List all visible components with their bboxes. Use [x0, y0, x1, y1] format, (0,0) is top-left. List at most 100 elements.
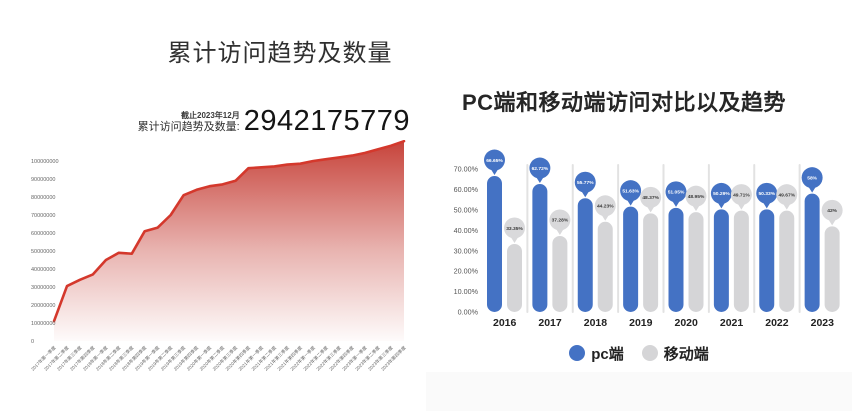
y-axis-tick-label: 50.00%	[454, 206, 479, 215]
year-label: 2019	[629, 317, 653, 329]
pc-mobile-lollipop-chart: 0.00% 10.00% 20.00% 30.00% 40.00% 50.00% 60.00…	[454, 149, 843, 329]
value-label: 44.23%	[597, 204, 614, 210]
mobile-legend-label: 移动端	[663, 345, 709, 363]
y-axis-tick-label: 10.00%	[454, 287, 479, 296]
value-label: 49.71%	[733, 192, 750, 198]
value-balloon	[529, 157, 551, 179]
year-label: 2023	[811, 317, 835, 329]
as-of-date-note: 截止2023年12月	[181, 111, 240, 121]
y-axis-tick-label: 80000000	[31, 195, 55, 201]
value-balloon-pointer	[600, 212, 611, 221]
mobile-bar	[779, 210, 795, 312]
value-balloon	[620, 180, 642, 202]
value-label: 51.05%	[668, 190, 685, 196]
value-balloon	[801, 167, 823, 189]
value-balloon-pointer	[645, 204, 656, 213]
value-balloon-pointer	[691, 203, 701, 212]
pc-bar	[577, 198, 593, 312]
mobile-legend-dot-icon	[641, 345, 658, 361]
left-chart-title: 累计访问趋势及数量	[167, 40, 393, 67]
year-label: 2018	[584, 317, 608, 329]
area-fill	[54, 141, 404, 341]
y-axis-tick-label: 70000000	[31, 213, 55, 219]
value-balloon-pointer	[625, 197, 636, 206]
value-balloon-pointer	[827, 217, 838, 226]
y-axis-tick-label: 90000000	[31, 177, 55, 183]
value-balloon	[710, 182, 732, 204]
mobile-bar	[507, 243, 522, 312]
value-label: 48.37%	[642, 195, 659, 201]
value-balloon-pointer	[761, 200, 772, 209]
value-balloon-pointer	[716, 200, 727, 209]
value-label: 37.28%	[552, 218, 569, 224]
y-axis-tick-label: 40000000	[31, 267, 55, 273]
year-label: 2021	[720, 317, 744, 329]
pc-bar	[759, 209, 775, 312]
y-axis-tick-label: 60.00%	[454, 185, 479, 194]
cumulative-total-label: 累计访问趋势及数量:	[137, 121, 240, 134]
trend-line	[52, 140, 406, 323]
year-label: 2020	[675, 317, 699, 329]
value-balloon-pointer	[489, 167, 500, 176]
value-balloon-pointer	[509, 234, 520, 243]
cumulative-total-value: 2942175779	[243, 105, 410, 137]
pc-legend-label: pc端	[591, 345, 624, 363]
y-axis-tick-label: 20.00%	[454, 267, 479, 276]
value-balloon	[504, 217, 525, 239]
year-label: 2016	[493, 317, 517, 329]
mobile-bar	[688, 212, 704, 312]
cumulative-area-chart: 0 10000000 20000000 30000000 40000000 5000000…	[29, 140, 408, 372]
right-chart-title: PC端和移动端访问对比以及趋势	[461, 90, 787, 115]
y-axis-tick-label: 70.00%	[454, 165, 479, 174]
mobile-bar	[552, 235, 568, 312]
pc-bar	[804, 193, 820, 312]
value-balloon	[640, 186, 662, 208]
pc-bar	[713, 209, 729, 312]
value-balloon-pointer	[534, 175, 545, 184]
value-balloon	[594, 195, 616, 217]
value-balloon	[484, 149, 505, 171]
legend-item-pc: pc端	[569, 343, 624, 364]
value-balloon	[685, 185, 707, 207]
value-label: 51.63%	[622, 188, 639, 194]
value-label: 48.95%	[688, 194, 705, 200]
y-axis-tick-label: 30.00%	[454, 246, 479, 255]
cumulative-total-annotation: 截止2023年12月 累计访问趋势及数量: 2942175779	[120, 105, 410, 137]
legend-item-mobile: 移动端	[641, 343, 709, 364]
chart-legend: pc端 移动端	[426, 342, 852, 364]
y-axis-tick-label: 50000000	[31, 249, 55, 255]
pc-bar	[668, 207, 684, 312]
value-label: 42%	[827, 208, 837, 214]
value-balloon-pointer	[781, 201, 792, 210]
value-label: 49.67%	[778, 192, 795, 198]
y-axis-tick-label: 30000000	[31, 285, 55, 291]
y-axis-tick-label: 10000000	[31, 321, 55, 327]
y-axis-tick-label: 60000000	[31, 231, 55, 237]
y-axis-tick-label: 20000000	[31, 303, 55, 309]
value-balloon	[549, 209, 571, 231]
pc-legend-dot-icon	[569, 345, 586, 361]
value-label: 50.29%	[713, 191, 730, 197]
value-balloon	[574, 171, 596, 193]
mobile-bar	[824, 226, 840, 312]
value-label: 33.35%	[506, 226, 523, 232]
mobile-bar	[643, 213, 659, 312]
value-balloon-pointer	[736, 201, 747, 210]
footer-band	[426, 372, 852, 411]
year-label: 2017	[538, 317, 562, 329]
y-axis-tick-label: 40.00%	[454, 226, 479, 235]
value-balloon	[665, 181, 687, 203]
y-axis-tick-label: 0.00%	[458, 308, 479, 317]
value-label: 58%	[807, 175, 817, 181]
value-label: 66.65%	[486, 158, 503, 164]
value-balloon-pointer	[807, 184, 818, 193]
value-label: 55.77%	[577, 180, 594, 186]
value-balloon	[821, 199, 843, 221]
value-balloon	[756, 182, 778, 204]
pc-bar	[487, 176, 502, 312]
value-label: 62.72%	[532, 166, 549, 172]
y-axis-tick-label: 0	[31, 339, 34, 345]
pc-bar	[532, 184, 548, 312]
value-balloon	[776, 184, 798, 206]
